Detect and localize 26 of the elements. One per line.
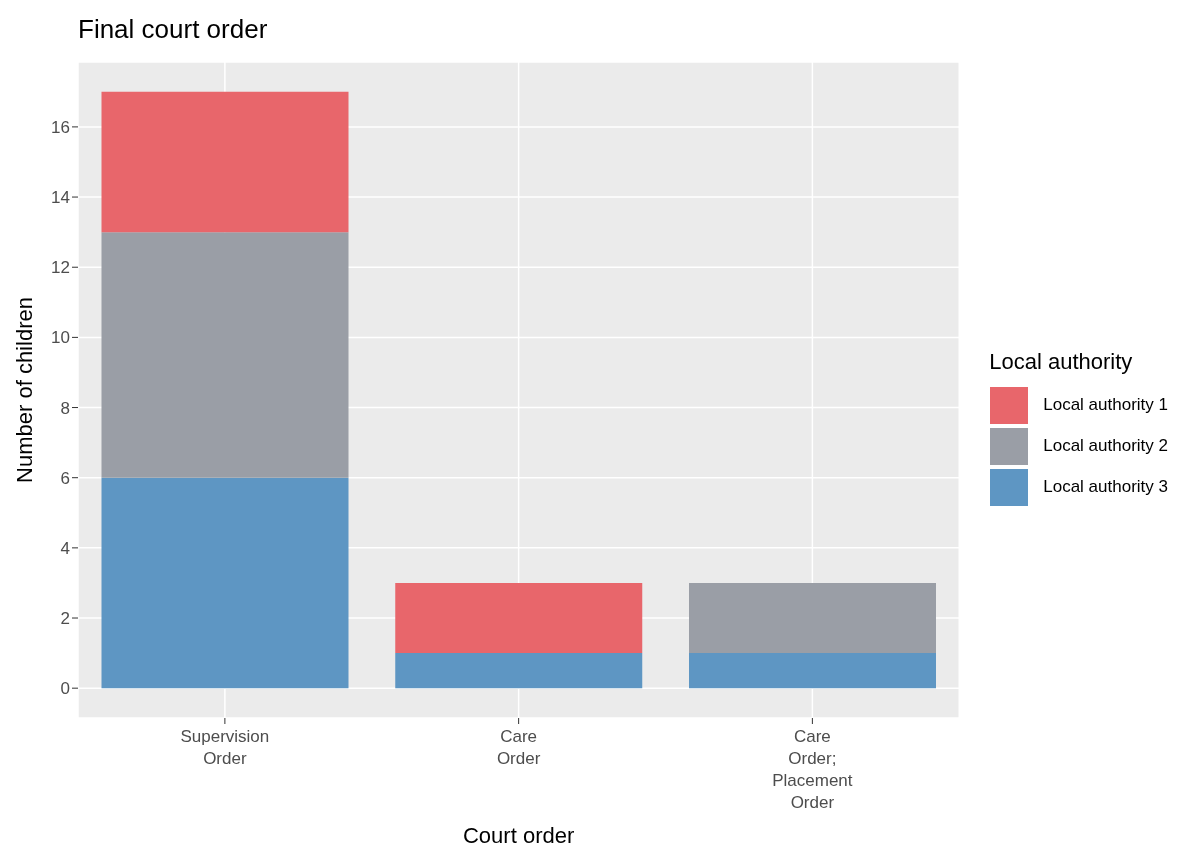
bar <box>101 477 349 689</box>
chart-title: Final court order <box>78 14 268 45</box>
y-tick-label: 6 <box>60 468 70 488</box>
legend-title: Local authority <box>989 348 1134 375</box>
x-tick-label: Care Order <box>496 727 541 768</box>
x-tick-label: Supervision Order <box>180 727 270 768</box>
y-tick-label: 14 <box>51 188 70 208</box>
legend-label: Local authority 2 <box>1043 436 1168 456</box>
x-tick-label: Care Order; Placement Order <box>772 727 853 812</box>
legend-label: Local authority 3 <box>1043 477 1168 497</box>
bar <box>395 582 643 654</box>
y-tick-label: 12 <box>51 258 70 278</box>
y-axis-title: Number of children <box>11 297 37 483</box>
bar <box>101 232 349 478</box>
bar <box>689 653 936 689</box>
x-axis-title: Court order <box>462 823 575 848</box>
y-tick-label: 16 <box>51 117 70 137</box>
legend-label: Local authority 1 <box>1043 395 1168 415</box>
bar <box>101 91 349 233</box>
y-tick-label: 10 <box>51 328 70 348</box>
y-tick-label: 4 <box>60 538 70 558</box>
y-tick-label: 0 <box>60 679 70 699</box>
y-tick-label: 8 <box>60 398 70 418</box>
y-tick-label: 2 <box>60 609 70 629</box>
bar <box>395 653 643 689</box>
bar <box>689 582 936 654</box>
